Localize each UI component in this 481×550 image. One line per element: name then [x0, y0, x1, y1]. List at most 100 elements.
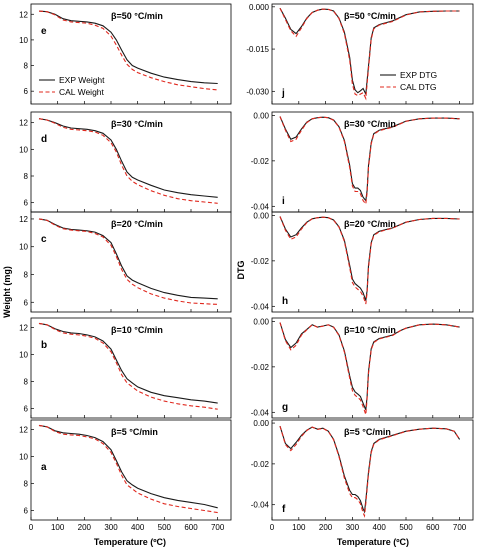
series-cal-line [38, 424, 218, 514]
heating-rate-label: β=5 °C/min [111, 427, 158, 437]
y-tick-label: 6 [24, 507, 29, 516]
y-tick-label: 8 [24, 480, 29, 489]
panel-frame [271, 3, 474, 105]
legend-label: CAL Weight [59, 87, 105, 97]
y-tick-label: 10 [19, 452, 28, 461]
y-tick-label: 0.000 [249, 3, 270, 12]
y-tick-label: 6 [24, 199, 29, 208]
panel-frame [30, 3, 232, 105]
x-tick-label: 0 [29, 523, 34, 532]
y-tick-label: -0.02 [251, 460, 270, 469]
panel-letter: e [41, 26, 47, 37]
y-tick-label: 0.00 [253, 317, 269, 326]
panel-frame [30, 317, 232, 419]
y-tick-label: 12 [19, 215, 28, 224]
y-tick-label: -0.04 [251, 408, 270, 417]
series-cal-line [279, 216, 460, 305]
y-tick-label: 8 [24, 62, 29, 71]
panel-frame [271, 211, 474, 313]
panel-j: 0.000 -0.015 -0.030 j β=50 °C/min EXP DTG CAL … [246, 3, 474, 105]
legend-label: CAL DTG [400, 82, 437, 92]
x-tick-label: 700 [453, 523, 467, 532]
y-tick-label: 8 [24, 271, 29, 280]
panel-letter: h [282, 296, 288, 307]
legend-label: EXP Weight [59, 75, 105, 85]
series-exp-line [38, 118, 218, 198]
panel-letter: j [281, 88, 285, 99]
heating-rate-label: β=20 °C/min [344, 219, 396, 229]
heating-rate-label: β=30 °C/min [111, 119, 163, 129]
series-exp-line [38, 322, 218, 404]
y-tick-label: -0.02 [251, 363, 270, 372]
series-cal-line [38, 118, 218, 204]
panels: 6 8 10 12 e β=50 °C/min EXP Weight CAL Weight 6 8… [19, 3, 474, 532]
series-cal-line [279, 116, 460, 206]
y-tick-label: 6 [24, 298, 29, 307]
panel-c: 6 8 10 12 c β=20 °C/min [19, 211, 232, 313]
x-tick-label: 500 [158, 523, 172, 532]
panel-letter: g [282, 402, 288, 413]
x-tick-label: 100 [51, 523, 65, 532]
series-exp-line [38, 10, 218, 85]
legend-label: EXP DTG [400, 70, 437, 80]
panel-h: 0.00 -0.02 -0.04 h β=20 °C/min [251, 211, 474, 313]
panel-letter: f [282, 504, 286, 515]
x-tick-label: 500 [399, 523, 413, 532]
y-tick-label: -0.015 [246, 45, 269, 54]
panel-b: 6 8 10 12 b β=10 °C/min [19, 317, 232, 419]
x-tick-label: 300 [104, 523, 118, 532]
y-tick-label: 10 [19, 243, 28, 252]
y-tick-label: -0.030 [246, 87, 269, 96]
heating-rate-label: β=30 °C/min [344, 119, 396, 129]
series-cal-line [38, 322, 218, 410]
heating-rate-label: β=10 °C/min [344, 325, 396, 335]
x-tick-label: 100 [292, 523, 306, 532]
heating-rate-label: β=20 °C/min [111, 219, 163, 229]
y-tick-label: 12 [19, 323, 28, 332]
right-x-axis-title: Temperature (ºC) [337, 537, 409, 547]
panel-letter: b [41, 340, 47, 351]
panel-letter: i [282, 196, 285, 207]
x-tick-label: 0 [270, 523, 275, 532]
series-cal-line [38, 10, 218, 91]
heating-rate-label: β=50 °C/min [111, 11, 163, 21]
x-tick-label: 600 [184, 523, 198, 532]
heating-rate-label: β=5 °C/min [344, 427, 391, 437]
y-tick-label: -0.04 [251, 501, 270, 510]
panel-a: 0 100 200 300 400 500 600 700 6 8 10 12 a β=5 °C/min [19, 419, 232, 532]
panel-f: 0 100 200 300 400 500 600 700 0.00 -0.02 -0.04 f β=5… [251, 419, 474, 532]
panel-i: 0.00 -0.02 -0.04 i β=30 °C/min [251, 111, 474, 213]
x-tick-label: 400 [131, 523, 145, 532]
y-tick-label: 12 [19, 425, 28, 434]
panel-e: 6 8 10 12 e β=50 °C/min EXP Weight CAL Weight [19, 3, 232, 105]
x-tick-label: 300 [346, 523, 360, 532]
panel-letter: d [41, 134, 47, 145]
x-tick-label: 700 [211, 523, 225, 532]
x-tick-label: 200 [78, 523, 92, 532]
series-exp-line [38, 218, 218, 300]
y-tick-label: 12 [19, 119, 28, 128]
series-cal-line [279, 322, 460, 415]
panel-frame [271, 419, 474, 521]
panel-frame [30, 211, 232, 313]
x-tick-label: 400 [373, 523, 387, 532]
panel-d: 6 8 10 12 d β=30 °C/min [19, 111, 232, 213]
panel-letter: a [41, 462, 47, 473]
y-tick-label: 8 [24, 378, 29, 387]
y-tick-label: -0.02 [251, 157, 270, 166]
y-tick-label: 10 [19, 350, 28, 359]
y-tick-label: -0.02 [251, 257, 270, 266]
left-y-axis-title: Weight (mg) [2, 266, 12, 318]
y-tick-label: 0.00 [253, 419, 269, 428]
heating-rate-label: β=50 °C/min [344, 11, 396, 21]
y-tick-label: 0.00 [253, 211, 269, 220]
panel-letter: c [41, 234, 47, 245]
y-tick-label: 12 [19, 10, 28, 19]
panel-frame [30, 419, 232, 521]
x-tick-label: 200 [319, 523, 333, 532]
y-tick-label: -0.04 [251, 202, 270, 211]
series-cal-line [38, 218, 218, 305]
panel-g: 0.00 -0.02 -0.04 g β=10 °C/min [251, 317, 474, 419]
y-tick-label: 10 [19, 36, 28, 45]
